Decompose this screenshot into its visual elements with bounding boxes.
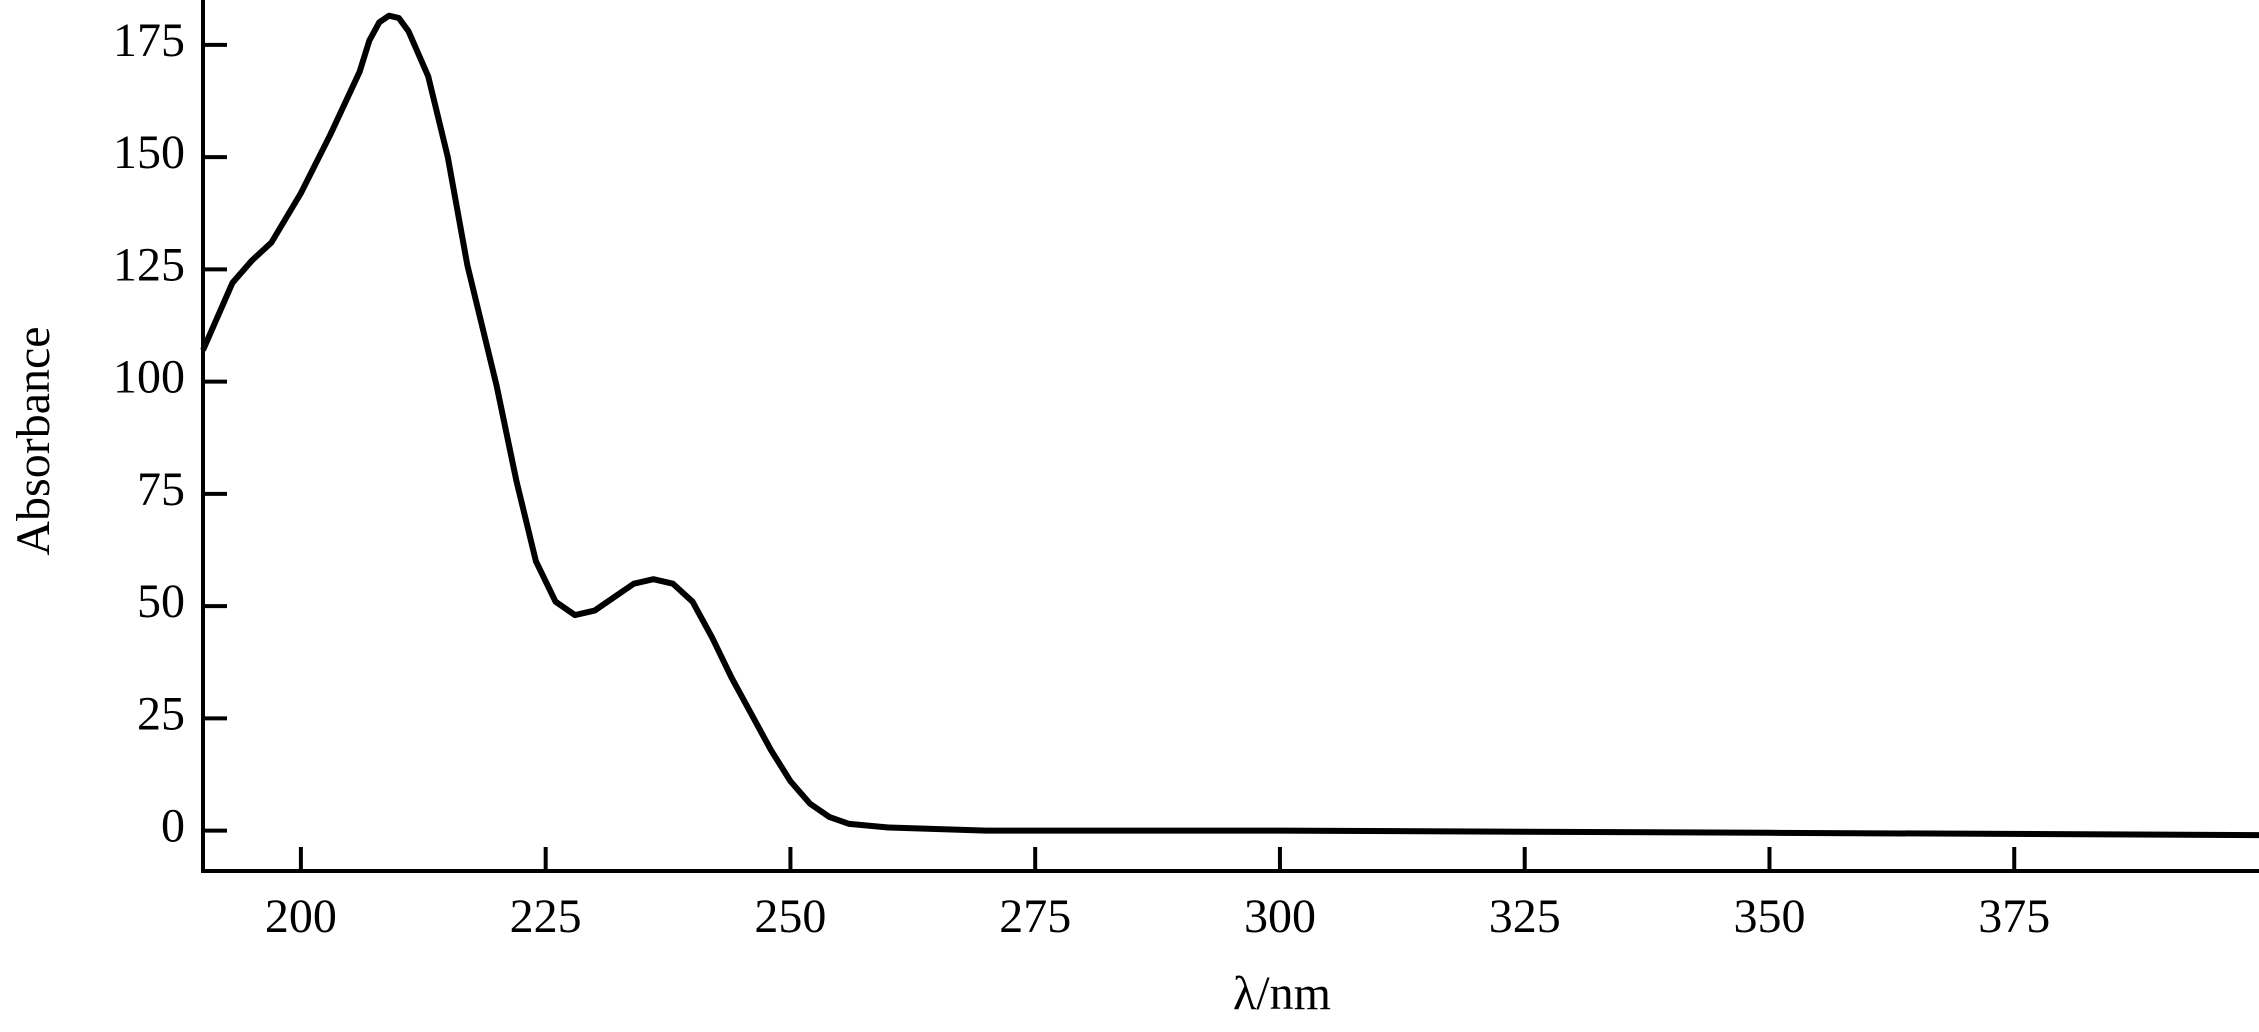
y-axis-label: Absorbance (7, 326, 60, 555)
x-tick-label: 200 (265, 890, 337, 943)
y-tick-label: 25 (137, 687, 185, 740)
x-tick-label: 250 (754, 890, 826, 943)
y-tick-label: 150 (113, 126, 185, 179)
x-tick-label: 350 (1733, 890, 1805, 943)
x-tick-label: 325 (1489, 890, 1561, 943)
x-tick-label: 275 (999, 890, 1071, 943)
x-tick-label: 375 (1978, 890, 2050, 943)
y-tick-label: 100 (113, 351, 185, 404)
y-tick-label: 175 (113, 14, 185, 67)
y-tick-label: 125 (113, 238, 185, 291)
y-tick-label: 0 (161, 800, 185, 853)
y-tick-label: 75 (137, 463, 185, 516)
y-tick-label: 50 (137, 575, 185, 628)
x-axis-label: λ/nm (1233, 967, 1331, 1020)
data-line (200, 12, 2259, 839)
x-tick-label: 300 (1244, 890, 1316, 943)
x-tick-label: 225 (510, 890, 582, 943)
